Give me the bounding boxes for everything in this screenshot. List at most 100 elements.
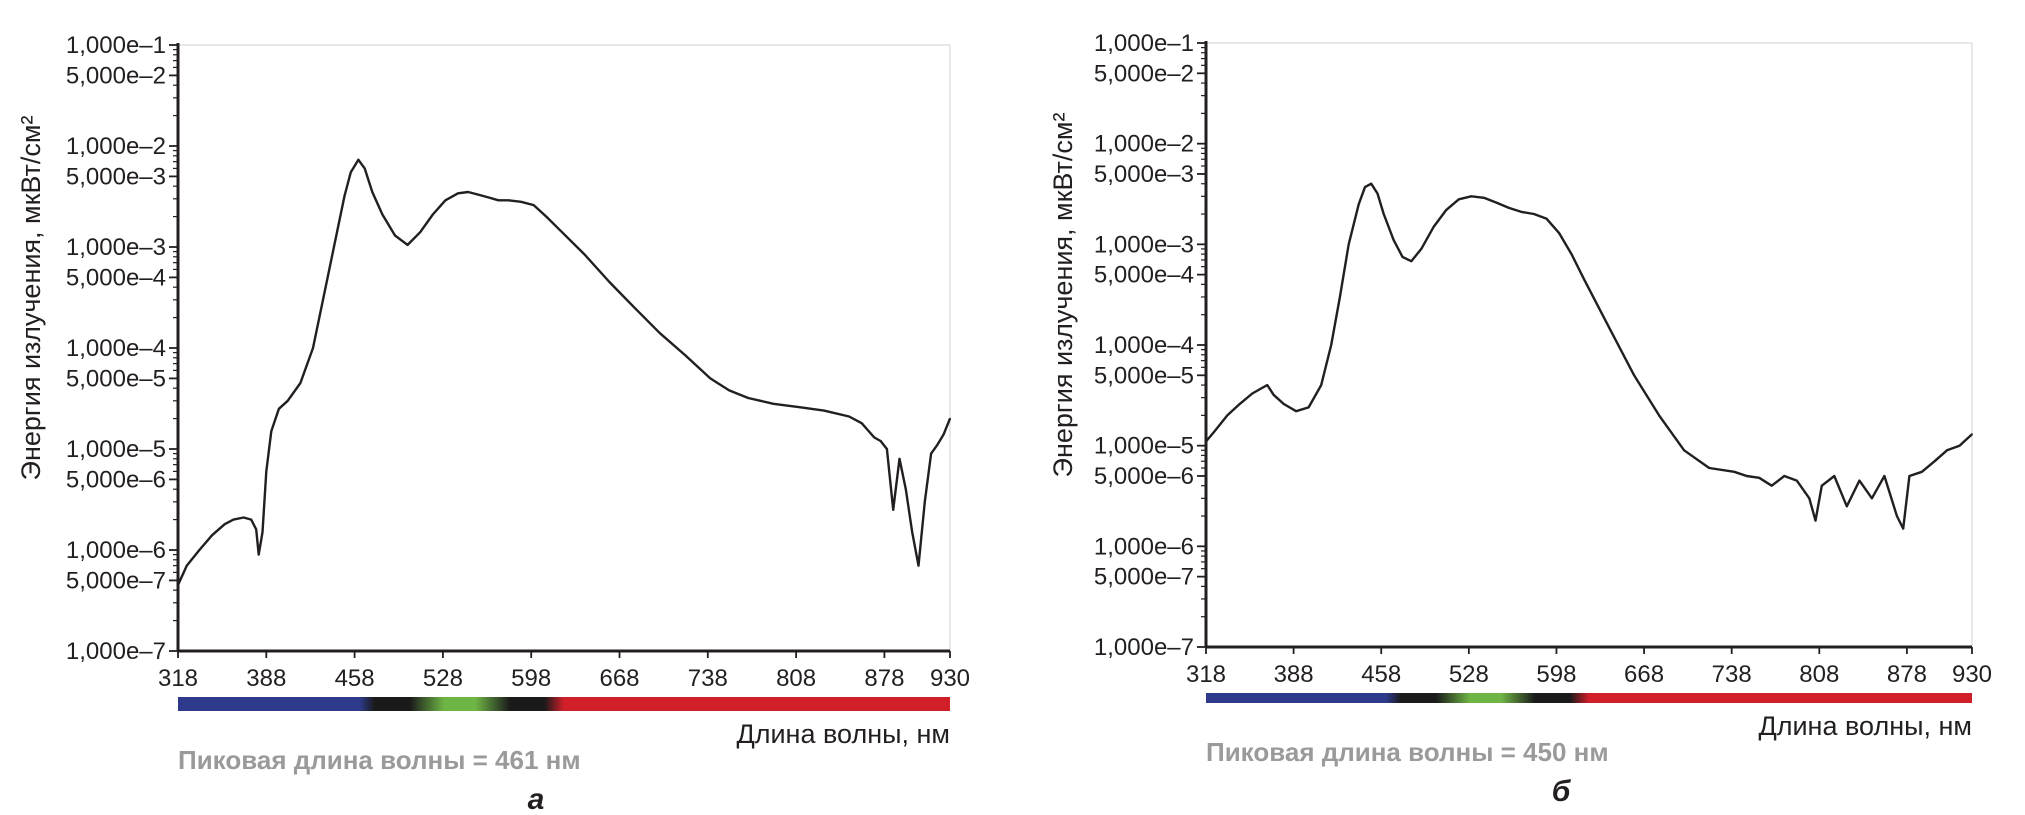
x-tick-label: 738 [1712,661,1752,688]
data-point [1392,239,1395,242]
data-point [747,397,750,399]
data-point [936,443,939,446]
data-point [1226,414,1229,417]
chart-panel-b: 1,000е–1 5,000е–2 1,000е–2 5,000е–3 1,000е–3… [1012,0,2024,815]
y-tick-label: 5,000е–3 [1094,161,1194,188]
data-point [1347,243,1350,246]
data-point [211,534,214,537]
y-tick-label: 5,000е–6 [1094,463,1194,490]
data-point [608,281,611,283]
data-point [860,422,863,425]
data-point [250,518,253,521]
data-point [242,516,245,519]
x-tick-label: 808 [776,665,816,692]
data-point [1633,374,1635,377]
y-tick-label: 5,000е–6 [66,466,166,493]
data-point [261,531,264,534]
data-point [1795,479,1798,482]
data-point [1401,256,1404,258]
x-tick-label: 738 [688,665,728,692]
data-point [1814,519,1817,522]
data-point [1483,196,1485,199]
data-point [1845,505,1848,508]
y-axis-label: Энергия излучения, мкВт/см² [16,116,46,481]
data-point [1883,475,1886,477]
data-point [312,347,314,349]
data-point [357,158,360,161]
data-point [1307,406,1310,409]
chart-panel-a: 1,000е–1 5,000е–2 1,000е–2 5,000е–3 1,000е–3… [0,0,1012,815]
data-point [1260,387,1262,390]
data-point [1733,470,1736,473]
data-point [1382,213,1385,215]
y-tick-label: 1,000е–4 [66,335,166,362]
data-point [1858,479,1861,482]
data-point [1251,392,1254,395]
spectrum-bar [178,697,950,711]
data-point [1508,207,1510,209]
data-point [177,584,179,586]
data-point [1958,444,1961,447]
data-point [1376,192,1379,195]
data-point [873,436,876,439]
data-point [1608,326,1610,329]
y-tick-label: 5,000е–4 [1094,262,1194,289]
y-tick-label: 5,000е–7 [66,567,166,594]
y-tick-label: 5,000е–5 [1094,362,1194,389]
data-point [917,564,920,567]
x-tick-label: 930 [1952,661,1992,688]
data-point [232,518,235,521]
data-point [257,553,260,556]
x-tick-label: 528 [1449,661,1489,688]
data-point [337,225,340,228]
data-point [343,195,346,197]
data-point [349,171,352,174]
y-tick-label: 5,000е–5 [66,365,166,392]
data-point [1708,467,1711,469]
data-point [892,508,895,511]
data-point [583,253,586,256]
data-point [1295,410,1297,413]
y-tick-label: 1,000е–7 [66,638,166,665]
x-tick-label: 388 [246,665,286,692]
data-point [930,452,932,455]
data-point [911,531,914,534]
data-point [1282,403,1285,405]
y-tick-label: 1,000е–5 [66,436,166,463]
data-point [684,354,686,356]
data-point [487,196,490,199]
y-tick-label: 1,000е–6 [66,537,166,564]
data-point [497,199,500,202]
data-point [1833,475,1836,477]
data-point [1683,449,1685,452]
y-tick-label: 1,000е–4 [1094,332,1194,359]
y-tick-label: 1,000е–7 [1094,634,1194,661]
data-point [1896,515,1898,517]
data-point [1445,209,1448,211]
x-axis-label: Длина волны, нм [736,719,950,749]
data-point [1758,476,1761,479]
data-point [1533,213,1535,215]
data-point [255,528,258,531]
x-tick-label: 878 [1887,661,1927,688]
series-line [176,158,952,586]
data-point [1558,232,1560,234]
data-point [381,213,384,216]
data-point [949,417,951,420]
y-tick-label: 5,000е–4 [66,264,166,291]
data-point [1370,182,1373,185]
x-tick-label: 668 [599,665,639,692]
data-point [558,228,560,231]
data-point [1921,470,1923,473]
x-tick-label: 318 [1186,661,1226,688]
y-tick-label: 1,000е–3 [1094,231,1194,258]
y-tick-label: 1,000е–5 [1094,433,1194,460]
x-tick-label: 318 [158,665,198,692]
data-point [467,191,469,193]
data-point [444,199,447,202]
data-point [1495,201,1498,204]
data-point [709,377,712,380]
data-point [797,406,800,408]
data-point [942,433,945,436]
y-tick-label: 1,000е–6 [1094,533,1194,560]
